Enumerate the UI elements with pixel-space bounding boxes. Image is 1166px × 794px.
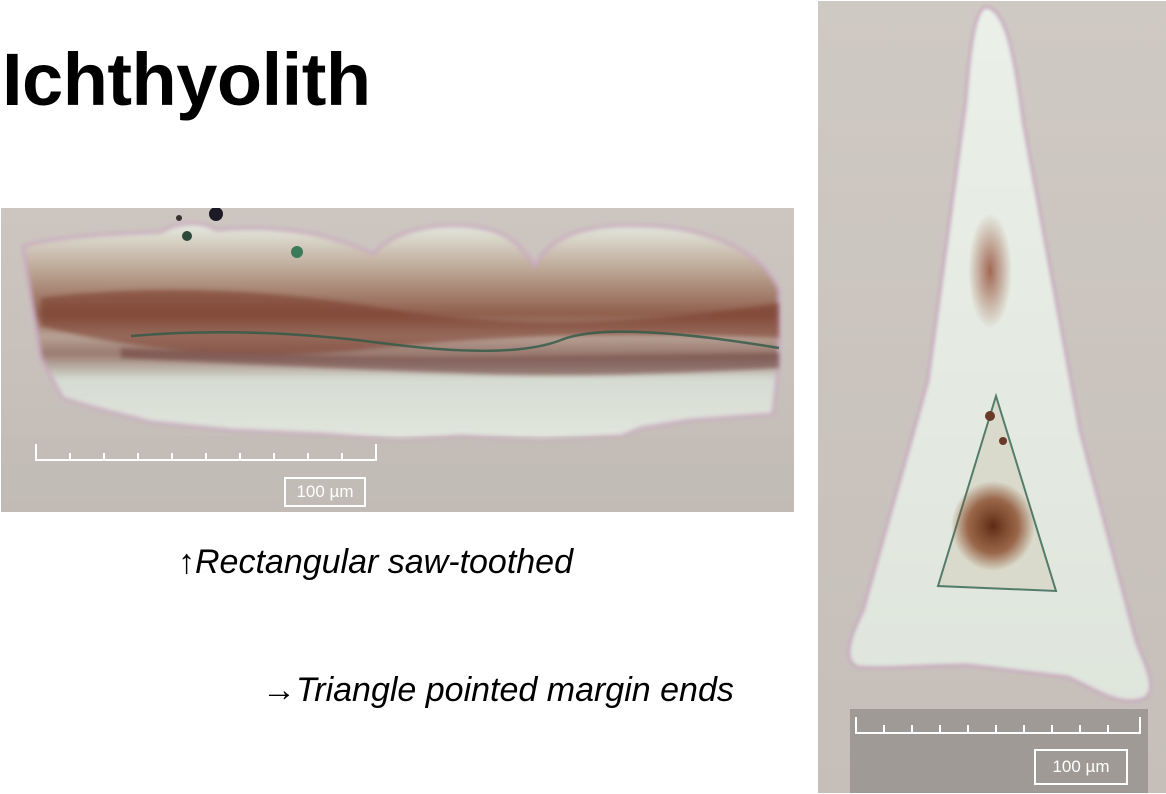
fossil-body [847,5,1153,703]
rectangular-ichthyolith-micrograph: 100 µm [1,208,794,512]
scale-label: 100 µm [1034,749,1128,785]
caption-triangle: →Triangle pointed margin ends [262,671,734,709]
scale-bar [855,717,1141,734]
scale-label: 100 µm [284,477,366,507]
scale-bar [35,444,377,461]
caption-rectangular: ↑Rectangular saw-toothed [178,543,574,581]
page-title: Ichthyolith [2,38,371,121]
triangle-ichthyolith-micrograph: 100 µm [818,1,1166,793]
